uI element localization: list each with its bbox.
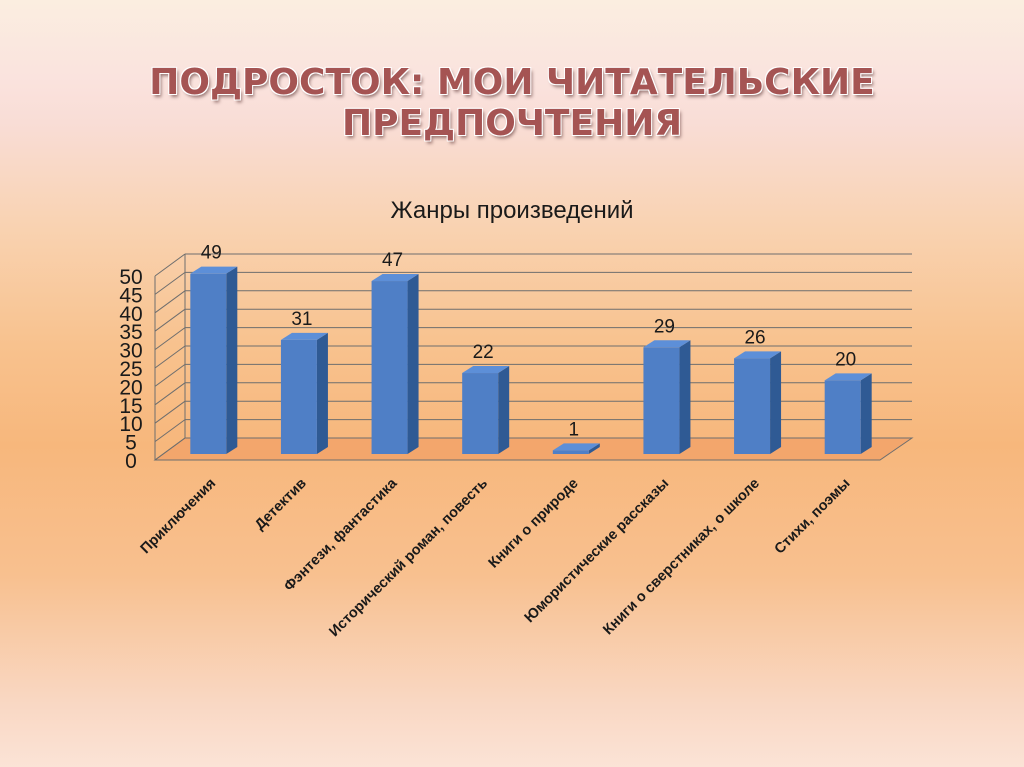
bar-front	[734, 358, 771, 454]
y-tick-label: 45	[119, 284, 142, 307]
y-tick-label: 10	[119, 413, 142, 436]
gridline-side	[154, 345, 186, 369]
data-label: 20	[835, 349, 856, 370]
data-labels: 49 31 47 22 1 29 26 20	[201, 243, 857, 441]
bar	[462, 366, 510, 454]
bar-side	[407, 274, 419, 454]
bar-front	[824, 380, 861, 454]
gridline-side	[154, 419, 186, 443]
category-label: Книги о природе	[486, 476, 582, 572]
bar-front	[280, 339, 317, 454]
gridline-side	[154, 437, 186, 461]
y-tick-label: 5	[125, 432, 137, 455]
data-label: 1	[569, 419, 580, 440]
bar-top	[190, 266, 238, 274]
bar	[643, 340, 691, 454]
data-label: 47	[382, 250, 403, 271]
gridline-side	[154, 382, 186, 406]
y-tick-label: 0	[125, 450, 137, 473]
bar	[371, 274, 419, 454]
bar	[734, 351, 782, 454]
bar-top	[280, 332, 328, 340]
bar-top	[643, 340, 691, 348]
chart-bars	[190, 266, 872, 454]
chart-title: Жанры произведений	[390, 197, 633, 224]
gridline-side	[154, 290, 186, 314]
bar-side	[860, 373, 872, 454]
y-tick-label: 15	[119, 395, 142, 418]
bar-front	[371, 281, 408, 454]
bar-front	[643, 347, 680, 454]
category-label: Юмористические рассказы	[522, 476, 673, 627]
bar-top	[371, 274, 419, 282]
data-label: 29	[654, 316, 675, 337]
category-label: Исторический роман, повесть	[326, 475, 491, 640]
y-tick-label: 20	[119, 376, 142, 399]
bar-side	[679, 340, 691, 454]
y-tick-label: 30	[119, 340, 142, 363]
bar-top	[552, 443, 600, 451]
chart-grid	[153, 253, 914, 461]
bar	[824, 373, 872, 454]
chart-floor	[153, 437, 914, 461]
gridline-side	[154, 271, 186, 295]
bar-side	[226, 266, 238, 454]
bar-side	[498, 366, 510, 454]
category-label: Стихи, поэмы	[772, 476, 854, 558]
gridline-side	[154, 400, 186, 424]
bar-side	[770, 351, 782, 454]
category-label: Детектив	[252, 475, 310, 533]
y-tick-label: 35	[119, 321, 142, 344]
y-tick-label: 40	[119, 303, 142, 326]
bar-top	[462, 366, 510, 374]
data-label: 49	[201, 243, 222, 264]
bar-top	[734, 351, 782, 359]
gridline-side	[154, 363, 186, 387]
bar-side	[588, 443, 600, 454]
bar	[190, 266, 238, 454]
bar-top	[824, 373, 872, 381]
y-tick-label: 25	[119, 358, 142, 381]
gridline-side	[154, 308, 186, 332]
category-label: Приключения	[138, 476, 220, 558]
bar	[280, 332, 328, 454]
bar-front	[552, 450, 589, 454]
bar-front	[462, 373, 499, 454]
bar-front	[190, 273, 227, 454]
bar	[552, 443, 600, 454]
data-label: 22	[473, 342, 494, 363]
bar-side	[316, 332, 328, 454]
slide-title: ПОДРОСТОК: МОИ ЧИТАТЕЛЬСКИЕ ПРЕДПОЧТЕНИЯ	[149, 62, 875, 144]
data-label: 31	[291, 309, 312, 330]
category-label: Книги о сверстниках, о школе	[600, 476, 763, 639]
gridline-side	[154, 327, 186, 351]
gridline-side	[154, 253, 186, 277]
y-tick-label: 50	[119, 266, 142, 289]
data-label: 26	[744, 327, 765, 348]
